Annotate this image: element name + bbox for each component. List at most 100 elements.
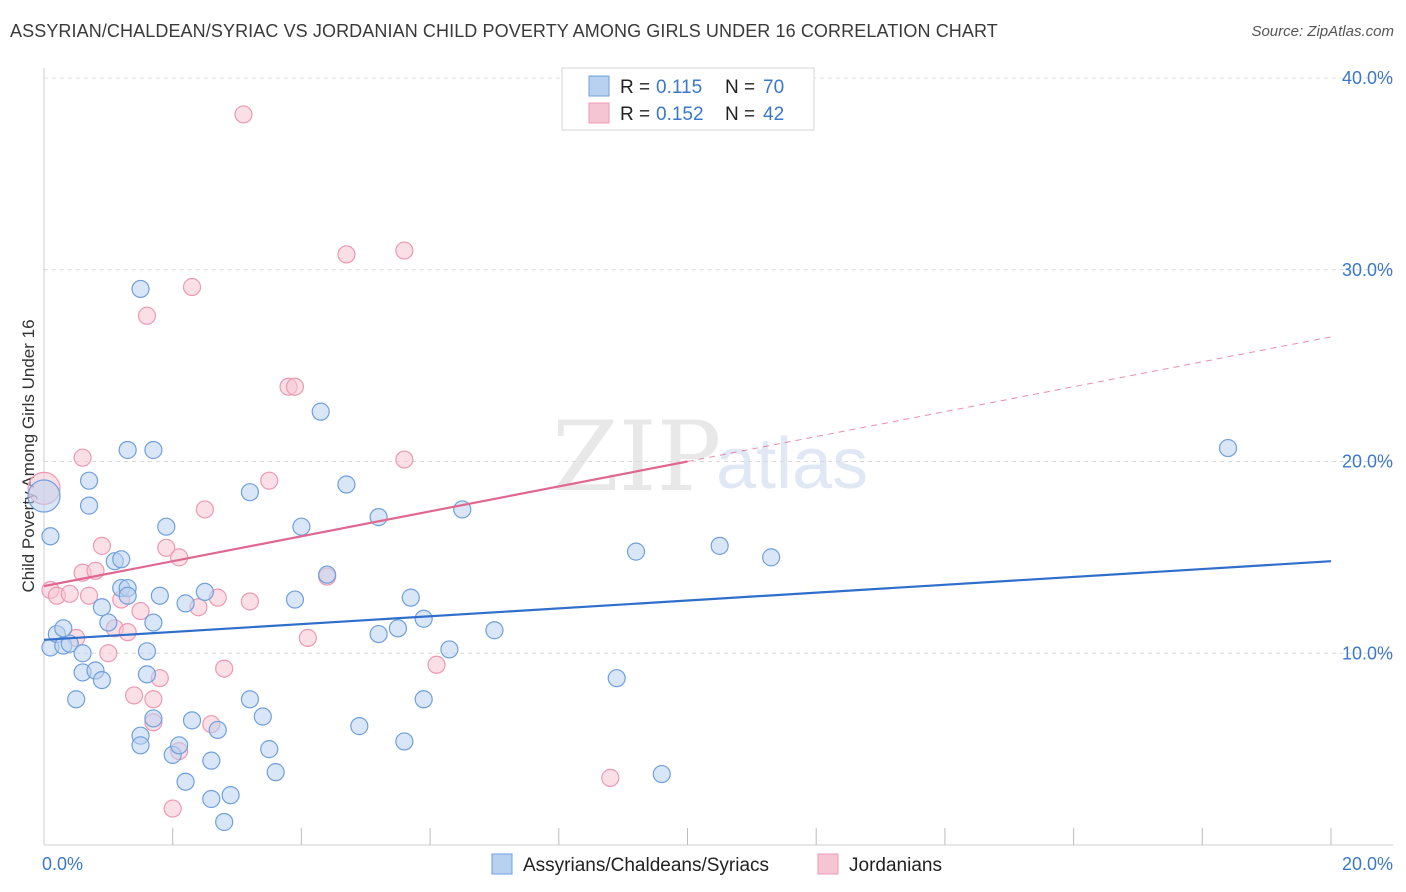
point-assyrians — [144, 440, 163, 460]
point-assyrians — [157, 517, 176, 536]
point-assyrians — [99, 613, 118, 632]
point-jordanians — [124, 686, 144, 705]
point-assyrians — [118, 440, 137, 460]
point-assyrians — [607, 669, 626, 688]
point-assyrians — [144, 613, 163, 632]
legend-n-label-1: N = — [725, 77, 755, 98]
legend-n-value-2: 42 — [763, 104, 784, 125]
point-jordanians — [118, 623, 137, 642]
point-assyrians — [137, 665, 157, 684]
point-jordanians — [298, 628, 317, 648]
point-assyrians — [440, 640, 459, 659]
trend-lines — [43, 336, 1332, 641]
point-jordanians — [182, 277, 202, 297]
point-assyrians — [240, 690, 260, 709]
point-assyrians — [292, 517, 311, 536]
x-minor-ticks — [172, 828, 1332, 845]
watermark-atlas: atlas — [716, 424, 868, 504]
x-tick-label-max: 20.0% — [1342, 854, 1393, 874]
point-assyrians — [41, 527, 60, 546]
point-assyrians — [195, 582, 214, 601]
point-assyrians — [1218, 438, 1238, 458]
legend-swatch-jordanians — [588, 102, 610, 124]
trend-line-jordanians — [43, 460, 688, 588]
point-assyrians — [73, 644, 92, 663]
point-assyrians — [215, 812, 234, 832]
x-tick-label-min: 0.0% — [42, 854, 83, 874]
point-jordanians — [337, 245, 356, 264]
point-jordanians — [144, 690, 163, 709]
point-assyrians — [202, 789, 221, 809]
point-assyrians — [54, 619, 73, 638]
point-assyrians — [401, 588, 420, 607]
point-jordanians — [157, 538, 176, 557]
point-assyrians — [414, 690, 433, 709]
point-assyrians — [626, 542, 646, 561]
point-jordanians — [285, 377, 305, 396]
point-jordanians — [215, 659, 234, 678]
series-legend-label-assyrians: Assyrians/Chaldeans/Syriacs — [523, 855, 769, 876]
point-assyrians — [311, 402, 330, 421]
point-assyrians — [176, 594, 195, 613]
point-assyrians — [92, 598, 112, 617]
point-jordanians — [601, 768, 620, 787]
point-assyrians — [112, 550, 131, 569]
grid — [44, 77, 1393, 654]
point-assyrians — [414, 609, 433, 628]
point-assyrians — [118, 586, 137, 605]
data-points — [27, 105, 1238, 832]
point-jordanians — [195, 500, 214, 519]
point-jordanians — [163, 799, 182, 818]
point-jordanians — [73, 448, 92, 467]
y-axis-label: Child Poverty Among Girls Under 16 — [19, 319, 38, 592]
point-jordanians — [79, 586, 99, 605]
point-assyrians — [395, 732, 414, 751]
chart-source: Source: ZipAtlas.com — [1251, 23, 1394, 40]
point-assyrians — [221, 786, 240, 805]
point-assyrians — [202, 751, 221, 770]
point-assyrians — [150, 586, 169, 605]
series-legend-label-jordanians: Jordanians — [849, 855, 942, 876]
watermark-zip: ZIP — [552, 401, 721, 513]
point-assyrians — [27, 479, 61, 513]
point-jordanians — [92, 536, 112, 555]
point-assyrians — [131, 279, 150, 299]
point-assyrians — [762, 548, 781, 567]
y-tick-label: 20.0% — [1342, 452, 1393, 472]
point-jordanians — [137, 306, 157, 325]
stats-legend: R = 0.115 N = 70 R = 0.152 N = 42 — [561, 67, 815, 131]
point-assyrians — [388, 619, 408, 638]
point-assyrians — [350, 717, 369, 736]
series-legend-swatch-jordanians — [817, 853, 839, 875]
point-assyrians — [131, 736, 150, 755]
point-assyrians — [260, 740, 279, 759]
point-jordanians — [131, 601, 150, 621]
point-assyrians — [253, 707, 272, 726]
point-jordanians — [99, 644, 118, 663]
point-assyrians — [485, 621, 504, 640]
point-assyrians — [240, 483, 260, 502]
point-jordanians — [234, 105, 253, 124]
point-assyrians — [285, 590, 305, 609]
point-jordanians — [395, 241, 414, 260]
chart-title: ASSYRIAN/CHALDEAN/SYRIAC VS JORDANIAN CH… — [10, 21, 998, 41]
point-assyrians — [176, 772, 195, 791]
point-jordanians — [240, 592, 260, 611]
legend-n-value-1: 70 — [763, 77, 784, 98]
point-assyrians — [79, 471, 99, 490]
legend-r-value-1: 0.115 — [656, 77, 702, 98]
legend-swatch-assyrians — [588, 75, 610, 97]
y-tick-label: 40.0% — [1342, 68, 1393, 88]
point-assyrians — [318, 565, 337, 584]
point-assyrians — [92, 670, 112, 690]
legend-n-label-2: N = — [725, 104, 755, 125]
series-legend-swatch-assyrians — [491, 853, 513, 875]
legend-r-label-1: R = — [620, 77, 650, 98]
point-jordanians — [260, 471, 279, 490]
y-tick-label: 10.0% — [1342, 643, 1393, 663]
point-jordanians — [170, 548, 189, 567]
point-assyrians — [144, 709, 163, 728]
point-assyrians — [79, 496, 99, 515]
y-tick-label: 30.0% — [1342, 260, 1393, 280]
